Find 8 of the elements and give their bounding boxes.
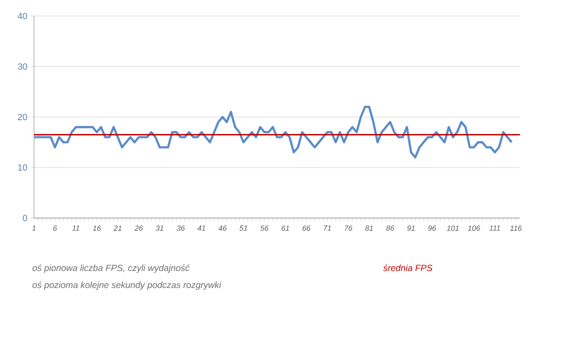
- y-tick-label: 40: [18, 12, 28, 20]
- y-tick-label: 30: [18, 63, 28, 70]
- ref-line-label: średnia FPS: [383, 264, 432, 272]
- y-tick-label: 0: [22, 214, 28, 222]
- text: oś pionowa liczba FPS, czyli wydajność: [32, 264, 190, 273]
- y-tick-label: 10: [18, 164, 28, 171]
- text: oś pozioma kolejne sekundy podczas rozgrywki: [32, 281, 222, 290]
- y-tick-label: 20: [18, 114, 28, 120]
